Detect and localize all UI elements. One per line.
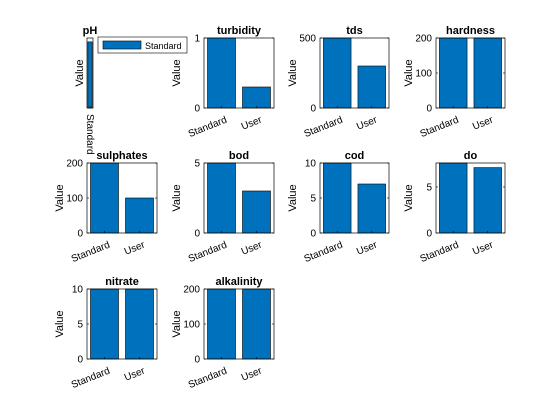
x-tick-label-turbidity-1: User: [240, 114, 264, 132]
y-tick-label-do-0: 0: [426, 229, 432, 240]
subplot-title-hardness: hardness: [446, 25, 495, 37]
bar-sulphates-standard: [90, 162, 119, 234]
x-tick-label-tds-0: Standard: [303, 115, 345, 140]
y-axis-label-cod: Value: [287, 184, 299, 211]
bar-tds-user: [357, 65, 386, 109]
y-tick-label-alkalinity-1: 100: [183, 320, 200, 331]
bar-turbidity-standard: [207, 37, 236, 109]
y-tick-label-cod-1: 5: [310, 194, 316, 205]
x-tick-label-turbidity-0: Standard: [187, 115, 229, 140]
x-tick-label-do-1: User: [471, 239, 495, 257]
x-tick-label-sulphates-1: User: [123, 239, 147, 257]
legend-swatch-standard: [102, 40, 142, 50]
subplot-title-sulphates: sulphates: [96, 150, 147, 162]
y-tick-label-cod-0: 0: [310, 229, 316, 240]
bar-alkalinity-user: [242, 288, 271, 360]
subplot-title-turbidity: turbidity: [217, 25, 262, 37]
bar-pH-standard: [87, 41, 93, 109]
x-tick-label-cod-0: Standard: [303, 240, 345, 265]
axes-2-box: [319, 37, 390, 109]
y-axis-label-do: Value: [403, 184, 415, 211]
y-axis-label-pH: Value: [74, 59, 86, 86]
x-tick-label-nitrate-0: Standard: [70, 366, 112, 391]
axes-1-box: [203, 37, 275, 109]
y-tick-label-bod-1: 5: [194, 159, 200, 170]
bar-bod-user: [242, 190, 271, 234]
x-tick-label-tds-1: User: [355, 114, 379, 132]
subplot-title-do: do: [464, 150, 478, 162]
x-tick-label-do-0: Standard: [419, 240, 461, 265]
axes-7-box: [435, 162, 506, 234]
subplot-title-alkalinity: alkalinity: [215, 276, 263, 288]
y-tick-label-turbidity-0: 0: [194, 104, 200, 115]
y-tick-label-hardness-0: 0: [426, 104, 432, 115]
bar-do-user: [473, 167, 502, 234]
y-axis-label-turbidity: Value: [171, 59, 183, 86]
y-tick-label-turbidity-1: 1: [194, 34, 200, 45]
bar-hardness-user: [473, 37, 502, 109]
bar-do-standard: [439, 162, 468, 234]
y-tick-label-nitrate-2: 10: [72, 285, 84, 296]
subplot-title-pH: pH: [83, 25, 98, 37]
y-tick-label-bod-0: 0: [194, 229, 200, 240]
y-tick-label-sulphates-2: 200: [66, 159, 83, 170]
y-tick-label-cod-2: 10: [305, 159, 317, 170]
y-axis-label-sulphates: Value: [54, 184, 66, 211]
y-axis-label-alkalinity: Value: [171, 310, 183, 337]
bar-sulphates-user: [125, 197, 154, 234]
bar-turbidity-user: [242, 86, 271, 109]
x-tick-label-alkalinity-0: Standard: [187, 366, 229, 391]
x-tick-label-bod-1: User: [240, 239, 264, 257]
x-tick-label-nitrate-1: User: [123, 365, 147, 383]
axes-5-box: [203, 162, 275, 234]
bar-nitrate-user: [125, 288, 154, 360]
x-tick-label-sulphates-0: Standard: [70, 240, 112, 265]
y-tick-label-alkalinity-2: 200: [183, 285, 200, 296]
bar-cod-user: [357, 183, 386, 234]
y-tick-label-do-1: 5: [426, 182, 432, 193]
axes-0-box: [86, 37, 94, 109]
bar-alkalinity-standard: [207, 288, 236, 360]
y-tick-label-nitrate-1: 5: [77, 320, 83, 331]
bar-hardness-standard: [439, 37, 468, 109]
y-axis-label-hardness: Value: [403, 59, 415, 86]
bar-bod-standard: [207, 162, 236, 234]
legend-label-standard: Standard: [145, 41, 182, 51]
y-tick-label-tds-1: 500: [299, 34, 316, 45]
x-tick-label-alkalinity-1: User: [240, 365, 264, 383]
y-tick-label-sulphates-0: 0: [77, 229, 83, 240]
y-tick-label-nitrate-0: 0: [77, 355, 83, 366]
y-axis-label-tds: Value: [287, 59, 299, 86]
y-tick-label-tds-0: 0: [310, 104, 316, 115]
y-axis-label-nitrate: Value: [54, 310, 66, 337]
y-tick-label-alkalinity-0: 0: [194, 355, 200, 366]
y-tick-label-sulphates-1: 100: [66, 194, 83, 205]
bar-tds-standard: [323, 37, 352, 109]
y-tick-label-hardness-2: 200: [415, 34, 432, 45]
bar-nitrate-standard: [90, 288, 119, 360]
y-axis-label-bod: Value: [171, 184, 183, 211]
x-tick-label-cod-1: User: [355, 239, 379, 257]
x-tick-label-hardness-0: Standard: [419, 115, 461, 140]
y-tick-label-hardness-1: 100: [415, 69, 432, 80]
x-tick-label-pH-0: Standard: [84, 114, 95, 155]
x-tick-label-hardness-1: User: [471, 114, 495, 132]
x-tick-label-bod-0: Standard: [187, 240, 229, 265]
subplot-title-tds: tds: [346, 25, 363, 37]
subplot-title-nitrate: nitrate: [105, 276, 139, 288]
bar-cod-standard: [323, 162, 352, 234]
subplot-title-cod: cod: [345, 150, 365, 162]
subplot-title-bod: bod: [229, 150, 249, 162]
